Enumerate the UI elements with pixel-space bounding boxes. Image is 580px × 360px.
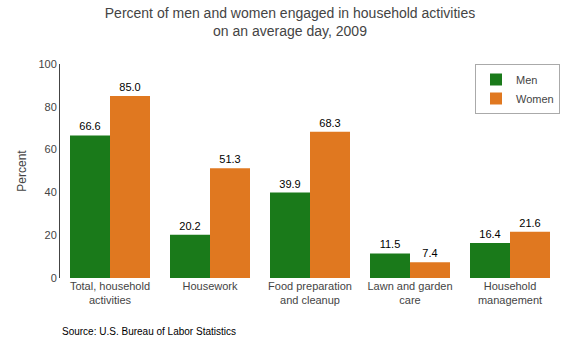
svg-text:Lawn and gardencare: Lawn and gardencare: [367, 280, 452, 306]
svg-text:Total, householdactivities: Total, householdactivities: [70, 280, 150, 306]
svg-text:11.5: 11.5: [380, 238, 401, 250]
svg-text:40: 40: [45, 186, 57, 198]
svg-text:21.6: 21.6: [519, 217, 540, 229]
svg-text:85.0: 85.0: [119, 81, 140, 93]
svg-text:66.6: 66.6: [79, 120, 100, 132]
svg-text:Source: U.S. Bureau of Labor S: Source: U.S. Bureau of Labor Statistics: [62, 326, 236, 337]
svg-text:100: 100: [38, 58, 56, 70]
svg-text:7.4: 7.4: [422, 247, 437, 259]
svg-text:Percent: Percent: [15, 150, 29, 192]
svg-text:Women: Women: [516, 93, 554, 105]
svg-text:20.2: 20.2: [179, 220, 200, 232]
svg-text:16.4: 16.4: [479, 228, 500, 240]
svg-text:Men: Men: [516, 74, 537, 86]
svg-text:Housework: Housework: [182, 280, 238, 292]
svg-text:60: 60: [45, 143, 57, 155]
svg-text:39.9: 39.9: [279, 178, 300, 190]
svg-text:Food preparationand cleanup: Food preparationand cleanup: [268, 280, 352, 306]
svg-text:Percent of men and women engag: Percent of men and women engaged in hous…: [105, 5, 475, 39]
svg-text:51.3: 51.3: [219, 153, 240, 165]
svg-text:0: 0: [51, 272, 57, 284]
svg-text:68.3: 68.3: [319, 117, 340, 129]
svg-text:Householdmanagement: Householdmanagement: [478, 280, 542, 306]
svg-text:80: 80: [45, 101, 57, 113]
svg-text:20: 20: [45, 229, 57, 241]
